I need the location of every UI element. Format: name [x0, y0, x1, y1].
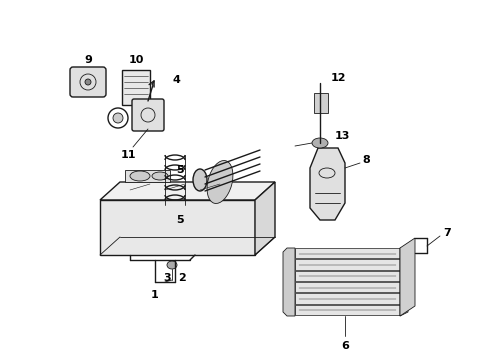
Bar — [125, 170, 170, 182]
Polygon shape — [255, 182, 275, 255]
Ellipse shape — [152, 172, 168, 180]
Text: 1: 1 — [151, 290, 159, 300]
Text: 2: 2 — [178, 273, 186, 283]
Polygon shape — [100, 182, 275, 200]
Text: 4: 4 — [172, 75, 180, 85]
Bar — [295, 305, 400, 315]
Text: 10: 10 — [128, 55, 144, 65]
Ellipse shape — [130, 171, 150, 181]
Polygon shape — [283, 248, 295, 316]
Ellipse shape — [113, 113, 123, 123]
Ellipse shape — [193, 169, 207, 191]
Text: 7: 7 — [443, 228, 451, 238]
Text: 6: 6 — [341, 341, 349, 351]
Bar — [295, 271, 400, 281]
Bar — [295, 282, 400, 292]
Ellipse shape — [207, 161, 233, 203]
Bar — [122, 70, 150, 105]
Bar — [295, 259, 400, 270]
Text: 11: 11 — [120, 150, 136, 160]
Bar — [295, 248, 400, 258]
Text: 9: 9 — [84, 55, 92, 65]
Ellipse shape — [312, 138, 328, 148]
Bar — [314, 93, 328, 113]
Polygon shape — [400, 238, 415, 316]
Polygon shape — [100, 200, 255, 255]
Text: 12: 12 — [330, 73, 346, 83]
Ellipse shape — [85, 79, 91, 85]
Text: 5: 5 — [176, 165, 184, 175]
FancyBboxPatch shape — [70, 67, 106, 97]
Polygon shape — [310, 148, 345, 220]
Text: 5: 5 — [176, 215, 184, 225]
Bar — [295, 293, 400, 304]
Text: 8: 8 — [362, 155, 370, 165]
Text: 13: 13 — [334, 131, 350, 141]
Polygon shape — [400, 248, 408, 316]
Text: 3: 3 — [163, 273, 171, 283]
FancyBboxPatch shape — [132, 99, 164, 131]
Ellipse shape — [167, 261, 177, 269]
